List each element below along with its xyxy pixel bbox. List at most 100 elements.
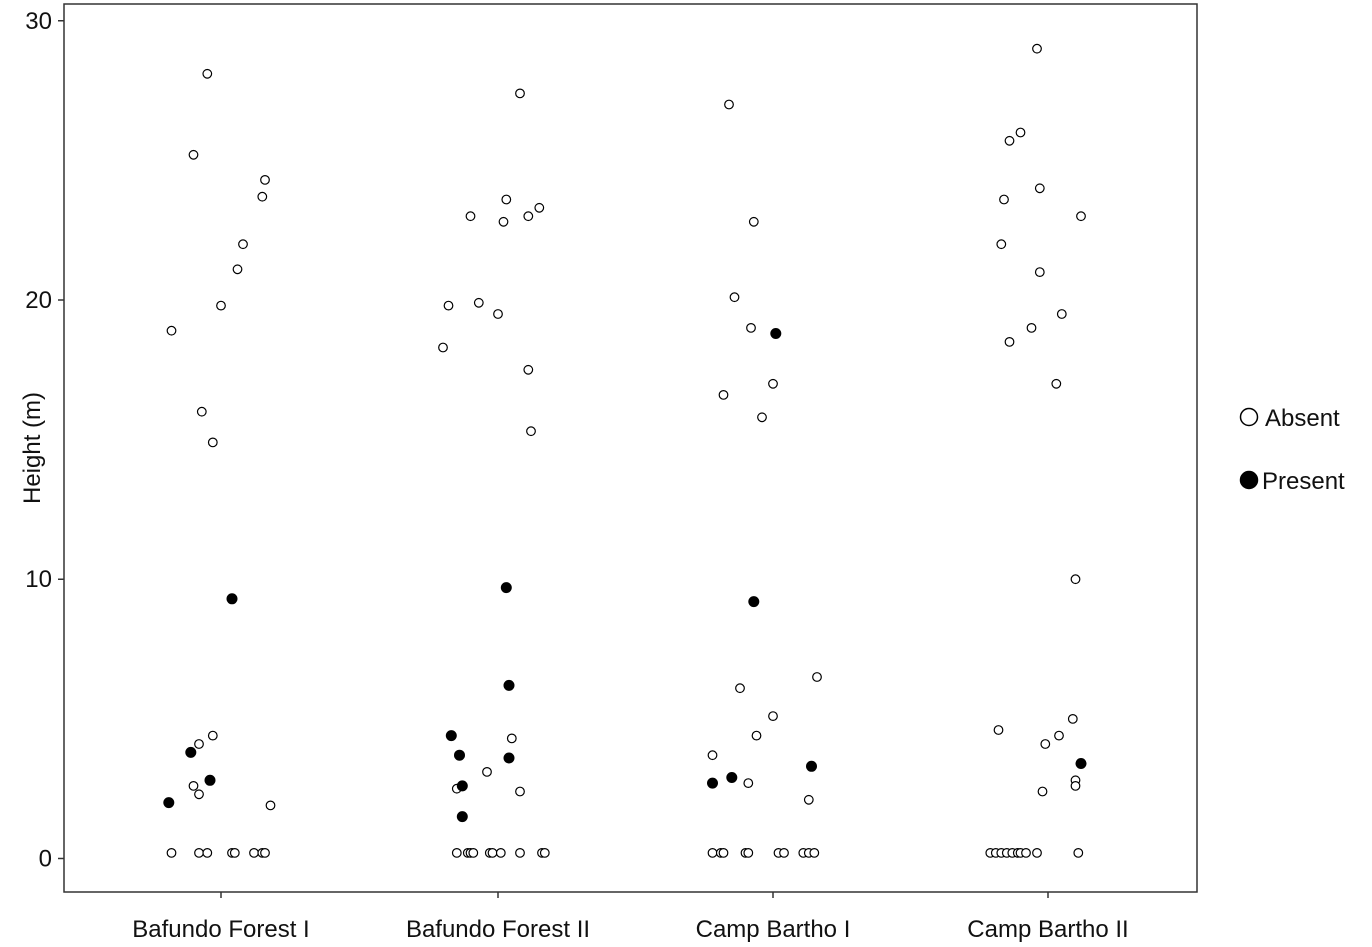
- point-absent: [718, 390, 729, 400]
- point-absent: [495, 848, 506, 858]
- legend: Absent Present: [1239, 405, 1345, 495]
- point-absent: [202, 68, 213, 79]
- point-absent: [751, 730, 762, 741]
- point-absent: [746, 323, 756, 333]
- point-absent: [265, 800, 276, 811]
- point-absent: [743, 848, 754, 858]
- point-absent: [1034, 183, 1045, 194]
- point-absent: [729, 292, 740, 303]
- x-tick-label: Bafundo Forest II: [406, 916, 590, 943]
- point-absent: [1034, 267, 1045, 278]
- y-tick-label: 30: [25, 8, 52, 35]
- point-absent: [534, 202, 545, 213]
- point-absent: [506, 733, 517, 744]
- point-present: [503, 679, 515, 691]
- point-present: [456, 811, 468, 823]
- point-absent: [473, 297, 484, 308]
- point-absent: [515, 88, 525, 99]
- point-present: [503, 752, 515, 764]
- point-absent: [523, 211, 534, 222]
- point-absent: [1054, 730, 1064, 741]
- point-absent: [257, 191, 268, 202]
- point-absent: [515, 786, 525, 797]
- point-absent: [1032, 43, 1042, 54]
- point-absent: [1073, 848, 1084, 858]
- point-absent: [539, 848, 550, 858]
- point-absent: [1026, 323, 1037, 333]
- point-absent: [1032, 848, 1042, 858]
- plot-frame: [63, 3, 1198, 893]
- legend-label: Absent: [1265, 405, 1340, 432]
- point-absent: [232, 264, 243, 275]
- point-absent: [443, 300, 454, 311]
- point-absent: [468, 848, 479, 858]
- point-absent: [1021, 848, 1031, 858]
- point-absent: [482, 767, 492, 777]
- point-absent: [498, 216, 509, 227]
- point-absent: [166, 848, 177, 858]
- point-absent: [238, 239, 248, 250]
- point-absent: [812, 672, 822, 682]
- data-points: [163, 43, 1087, 858]
- point-present: [707, 777, 718, 789]
- point-absent: [202, 848, 213, 858]
- legend-label: Present: [1262, 468, 1345, 495]
- point-absent: [743, 778, 754, 788]
- y-tick-label: 10: [25, 566, 52, 593]
- point-absent: [768, 378, 778, 389]
- point-absent: [1051, 378, 1062, 389]
- point-absent: [993, 725, 1004, 735]
- y-axis-title: Height (m): [19, 392, 46, 504]
- point-absent: [1056, 309, 1067, 319]
- point-absent: [1070, 574, 1081, 585]
- point-absent: [803, 794, 814, 805]
- point-absent: [1015, 127, 1026, 138]
- point-absent: [493, 309, 503, 319]
- point-absent: [451, 848, 462, 858]
- legend-marker: [1239, 470, 1259, 490]
- point-present: [456, 780, 468, 792]
- point-absent: [207, 730, 218, 741]
- x-tick-label: Bafundo Forest I: [132, 916, 309, 943]
- point-absent: [216, 300, 226, 311]
- point-absent: [260, 174, 270, 185]
- legend-marker: [1239, 407, 1259, 427]
- x-axis: Bafundo Forest I Bafundo Forest II Camp Ba…: [132, 892, 1129, 943]
- point-present: [500, 582, 512, 594]
- point-present: [185, 746, 197, 758]
- y-axis: 0 10 20 30: [25, 8, 64, 872]
- x-tick-label: Camp Bartho II: [967, 916, 1128, 943]
- point-present: [770, 328, 782, 339]
- point-absent: [735, 683, 745, 694]
- point-absent: [249, 848, 259, 858]
- point-present: [454, 749, 465, 761]
- point-present: [163, 797, 175, 809]
- point-present: [204, 774, 216, 786]
- point-present: [726, 772, 738, 783]
- y-tick-label: 20: [25, 287, 52, 314]
- point-present: [748, 596, 760, 608]
- point-absent: [229, 848, 240, 858]
- point-absent: [196, 406, 207, 417]
- point-absent: [779, 848, 789, 858]
- point-absent: [707, 848, 718, 858]
- point-absent: [1040, 739, 1051, 749]
- point-absent: [188, 781, 199, 791]
- point-absent: [194, 848, 204, 858]
- point-absent: [724, 99, 734, 110]
- point-present: [806, 760, 817, 772]
- y-tick-label: 0: [39, 845, 52, 872]
- point-absent: [1037, 786, 1048, 797]
- point-absent: [188, 149, 199, 160]
- point-absent: [757, 412, 767, 423]
- point-absent: [465, 211, 476, 222]
- point-absent: [487, 848, 498, 858]
- point-absent: [1067, 714, 1078, 724]
- point-absent: [809, 848, 820, 858]
- point-absent: [768, 711, 778, 721]
- point-absent: [438, 342, 448, 353]
- point-present: [1075, 758, 1087, 769]
- point-absent: [748, 216, 759, 227]
- point-absent: [526, 426, 536, 437]
